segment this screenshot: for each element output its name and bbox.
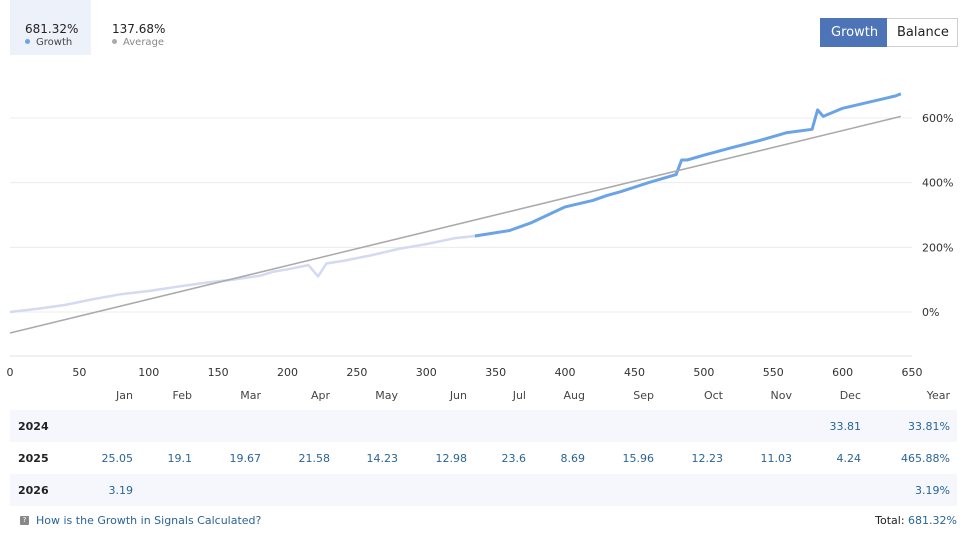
month-value: 4.24 (836, 451, 862, 465)
month-value: 12.98 (435, 451, 468, 465)
month-header: May (375, 388, 398, 402)
total-label: Total: (875, 514, 905, 527)
growth-label: Growth (25, 37, 72, 48)
table-row: 2024 33.81 33.81% (10, 410, 957, 442)
month-value: 12.23 (691, 451, 724, 465)
month-header: Mar (240, 388, 261, 402)
chart-mode-toggle: Growth Balance (820, 18, 958, 47)
month-header: Dec (839, 388, 861, 402)
growth-chart: 0% 200% 400% 600% 0 50 100 150 200 250 300 350 400 45… (7, 92, 953, 379)
y-tick-label: 600% (922, 112, 953, 125)
year-label: 2024 (18, 419, 49, 433)
year-total: 3.19% (915, 483, 950, 497)
help-link[interactable]: ? How is the Growth in Signals Calculated… (20, 514, 261, 527)
month-value: 21.58 (298, 451, 331, 465)
average-value: 137.68% (112, 22, 166, 36)
month-value: 33.81 (829, 419, 862, 433)
legend-average[interactable]: 137.68% Average (97, 0, 187, 55)
x-tick-label: 200 (277, 366, 298, 379)
x-tick-label: 550 (763, 366, 784, 379)
year-total: 465.88% (901, 451, 950, 465)
total-summary: Total: 681.32% (875, 514, 957, 527)
x-tick-label: 300 (416, 366, 437, 379)
month-value: 23.6 (501, 451, 527, 465)
x-tick-label: 650 (902, 366, 923, 379)
y-tick-label: 400% (922, 177, 953, 190)
month-value: 11.03 (760, 451, 793, 465)
average-dot-icon (112, 38, 117, 44)
growth-value: 681.32% (25, 22, 79, 36)
table-header-row: Jan Feb Mar Apr May Jun Jul Aug Sep Oct Nov Dec Year (10, 380, 957, 410)
x-tick-label: 250 (346, 366, 367, 379)
month-value: 14.23 (366, 451, 399, 465)
growth-dot-icon (25, 38, 30, 44)
total-value: 681.32% (908, 514, 957, 527)
series-line (474, 92, 902, 238)
x-tick-label: 0 (7, 366, 14, 379)
legend-growth[interactable]: 681.32% Growth (10, 0, 91, 55)
x-tick-label: 400 (555, 366, 576, 379)
month-value: 3.19 (108, 483, 134, 497)
month-header: Oct (703, 388, 723, 402)
series-line (9, 115, 902, 334)
y-tick-label: 200% (922, 241, 953, 254)
x-tick-label: 100 (138, 366, 159, 379)
month-value: 8.69 (560, 451, 586, 465)
average-label: Average (112, 37, 164, 48)
x-tick-label: 150 (208, 366, 229, 379)
month-header: Feb (172, 388, 192, 402)
growth-button[interactable]: Growth (820, 18, 887, 47)
month-value: 25.05 (101, 451, 134, 465)
year-total-header: Year (926, 388, 950, 402)
month-header: Jul (512, 388, 526, 402)
month-header: Jan (116, 388, 133, 402)
year-label: 2025 (18, 451, 49, 465)
month-value: 15.96 (622, 451, 655, 465)
month-header: Sep (633, 388, 654, 402)
help-icon: ? (20, 515, 29, 525)
y-tick-label: 0% (922, 306, 939, 319)
table-row: 2025 25.05 19.1 19.67 21.58 14.23 12.98 23.6 8.6… (10, 442, 957, 474)
series-line (9, 234, 476, 314)
month-header: Nov (770, 388, 792, 402)
x-tick-label: 50 (72, 366, 86, 379)
balance-button[interactable]: Balance (887, 18, 958, 47)
x-tick-label: 350 (485, 366, 506, 379)
table-row: 2026 3.19 3.19% (10, 474, 957, 506)
month-header: Jun (449, 388, 467, 402)
x-tick-label: 600 (832, 366, 853, 379)
year-total: 33.81% (908, 419, 950, 433)
x-tick-label: 450 (624, 366, 645, 379)
month-header: Apr (310, 388, 330, 402)
month-value: 19.67 (229, 451, 262, 465)
month-header: Aug (563, 388, 585, 402)
month-value: 19.1 (167, 451, 193, 465)
year-label: 2026 (18, 483, 49, 497)
x-tick-label: 500 (693, 366, 714, 379)
